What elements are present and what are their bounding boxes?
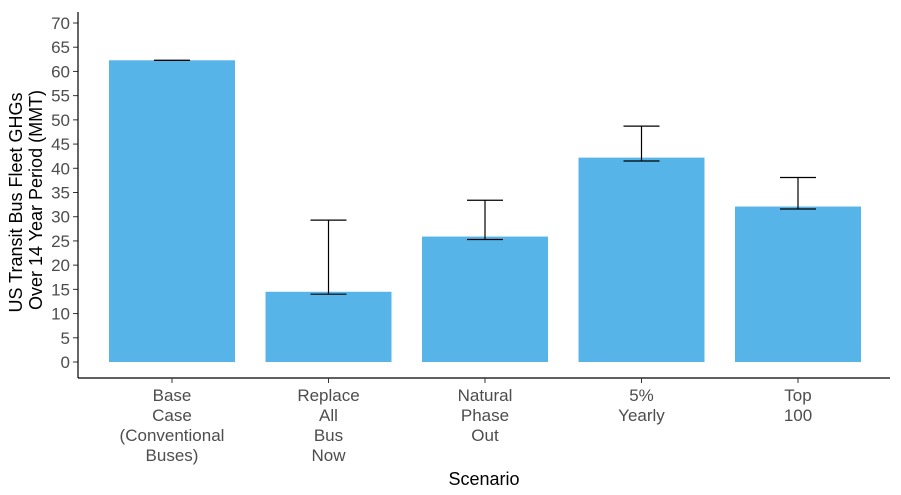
x-tick-label-line: Case [152, 406, 192, 425]
y-tick-label: 65 [51, 38, 70, 57]
y-tick-label: 70 [51, 14, 70, 33]
x-tick-label-line: Yearly [618, 406, 665, 425]
bar [735, 206, 861, 362]
y-tick-label: 0 [61, 353, 70, 372]
bar [422, 236, 548, 362]
y-tick-label: 40 [51, 159, 70, 178]
x-tick-label: Base Case (Conventional Buses) [120, 386, 225, 465]
x-tick-label-line: (Conventional [120, 426, 225, 445]
y-tick-label: 20 [51, 256, 70, 275]
x-tick-label-line: Replace [297, 386, 359, 405]
x-tick-label-line: Natural [458, 386, 513, 405]
x-tick-label: 5% Yearly [618, 386, 665, 425]
x-tick-label-line: 5% [629, 386, 654, 405]
y-axis-title: US Transit Bus Fleet GHGs Over 14 Year P… [6, 87, 46, 312]
x-axis-ticks: Base Case (Conventional Buses)Replace All Bus… [120, 378, 812, 465]
bar [109, 60, 235, 362]
x-tick-label-line: Bus [314, 426, 343, 445]
y-tick-label: 60 [51, 62, 70, 81]
x-tick-label-line: Now [311, 446, 346, 465]
y-tick-label: 15 [51, 280, 70, 299]
x-tick-label-line: Buses) [146, 446, 199, 465]
y-tick-label: 30 [51, 208, 70, 227]
y-axis-ticks: 0 5 10 15 20 25 30 35 40 45 50 55 60 65 70 [51, 14, 78, 372]
y-axis-title-line-1: US Transit Bus Fleet GHGs [6, 92, 26, 312]
x-axis-title: Scenario [448, 469, 519, 489]
x-tick-label: Natural Phase Out [458, 386, 513, 445]
x-tick-label-line: Out [471, 426, 499, 445]
bars [109, 60, 861, 362]
y-tick-label: 55 [51, 87, 70, 106]
x-tick-label-line: 100 [784, 406, 812, 425]
y-tick-label: 35 [51, 184, 70, 203]
x-tick-label-line: Phase [461, 406, 509, 425]
x-tick-label: Replace All Bus Now [297, 386, 359, 465]
y-axis-title-line-2: Over 14 Year Period (MMT) [26, 90, 46, 310]
x-tick-label-line: All [319, 406, 338, 425]
y-tick-label: 50 [51, 111, 70, 130]
bar [265, 291, 392, 362]
bar [578, 157, 705, 362]
y-tick-label: 5 [61, 329, 70, 348]
y-tick-label: 10 [51, 305, 70, 324]
y-tick-label: 45 [51, 135, 70, 154]
y-tick-label: 25 [51, 232, 70, 251]
x-tick-label-line: Top [784, 386, 811, 405]
x-tick-label-line: Base [153, 386, 192, 405]
x-tick-label: Top 100 [784, 386, 812, 425]
error-bars [154, 59, 816, 295]
